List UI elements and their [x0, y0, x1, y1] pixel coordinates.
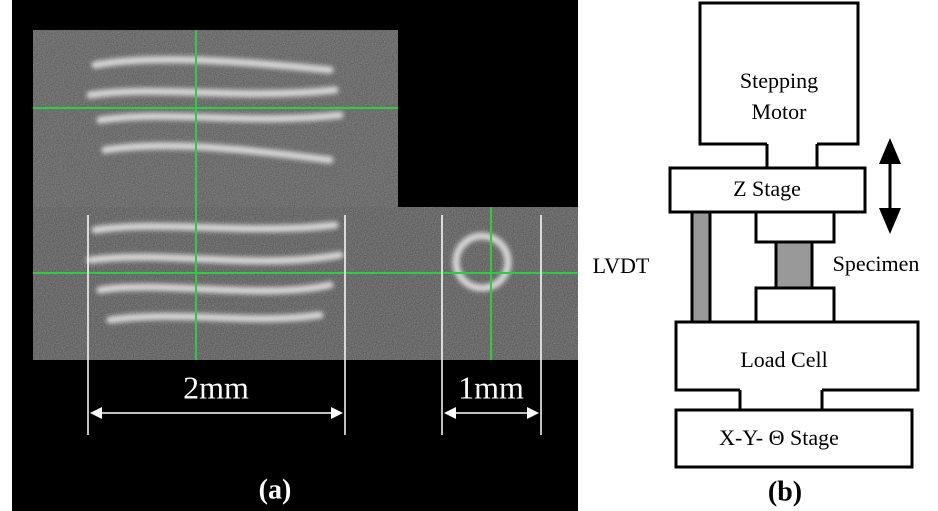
upper-grip	[756, 212, 834, 242]
scale-label: 1mm	[458, 369, 524, 405]
specimen	[776, 242, 812, 288]
neck	[767, 142, 817, 170]
panel-label: (a)	[259, 474, 292, 505]
figure: 2mm 1mm (a) Stepping Motor Z Stage LVDT …	[0, 0, 938, 511]
lower-grip	[756, 288, 834, 322]
node-label: Motor	[752, 99, 808, 124]
node-label: Stepping	[740, 68, 818, 93]
panel-a: 2mm 1mm (a)	[12, 0, 578, 511]
panel-label: (b)	[768, 476, 802, 507]
node-label: Specimen	[833, 251, 920, 276]
node-label: LVDT	[593, 253, 650, 278]
lvdt	[692, 212, 710, 322]
node-label: Z Stage	[733, 176, 801, 201]
node-label: Load Cell	[740, 347, 827, 372]
neck	[740, 388, 822, 412]
scale-label: 2mm	[183, 369, 249, 405]
node-label: X-Y- Θ Stage	[719, 425, 839, 450]
